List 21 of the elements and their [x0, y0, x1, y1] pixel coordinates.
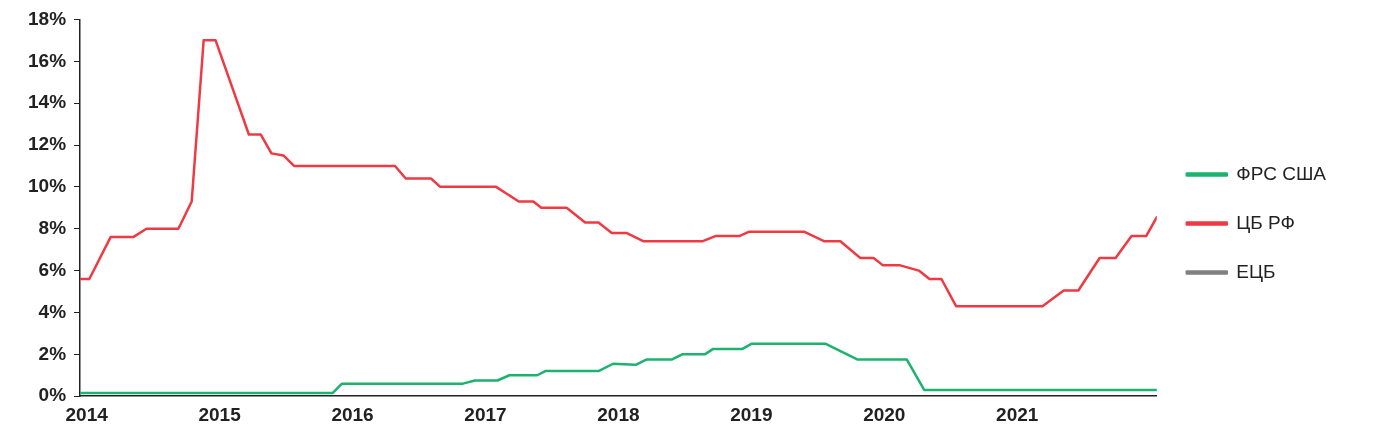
- y-tick-label: 8%: [38, 216, 67, 238]
- y-tick-label: 14%: [28, 91, 67, 113]
- legend-label: ЦБ РФ: [1236, 211, 1296, 233]
- x-tick-label: 2015: [198, 403, 242, 425]
- legend-label: ЕЦБ: [1236, 260, 1276, 282]
- x-tick-label: 2019: [730, 403, 773, 425]
- y-tick-label: 18%: [28, 7, 67, 29]
- x-tick-label: 2016: [331, 403, 374, 425]
- y-tick-label: 4%: [38, 300, 67, 322]
- legend-label: ФРС США: [1236, 162, 1327, 184]
- y-tick-label: 12%: [28, 133, 67, 155]
- y-tick-label: 10%: [28, 175, 67, 197]
- x-tick-label: 2018: [597, 403, 640, 425]
- y-tick-label: 6%: [38, 258, 67, 280]
- x-tick-label: 2020: [863, 403, 906, 425]
- x-tick-label: 2021: [996, 403, 1039, 425]
- y-tick-label: 2%: [38, 342, 67, 364]
- x-tick-label: 2017: [464, 403, 507, 425]
- x-tick-label: 2014: [65, 403, 109, 425]
- y-tick-label: 16%: [28, 49, 67, 71]
- y-tick-label: 0%: [38, 384, 67, 406]
